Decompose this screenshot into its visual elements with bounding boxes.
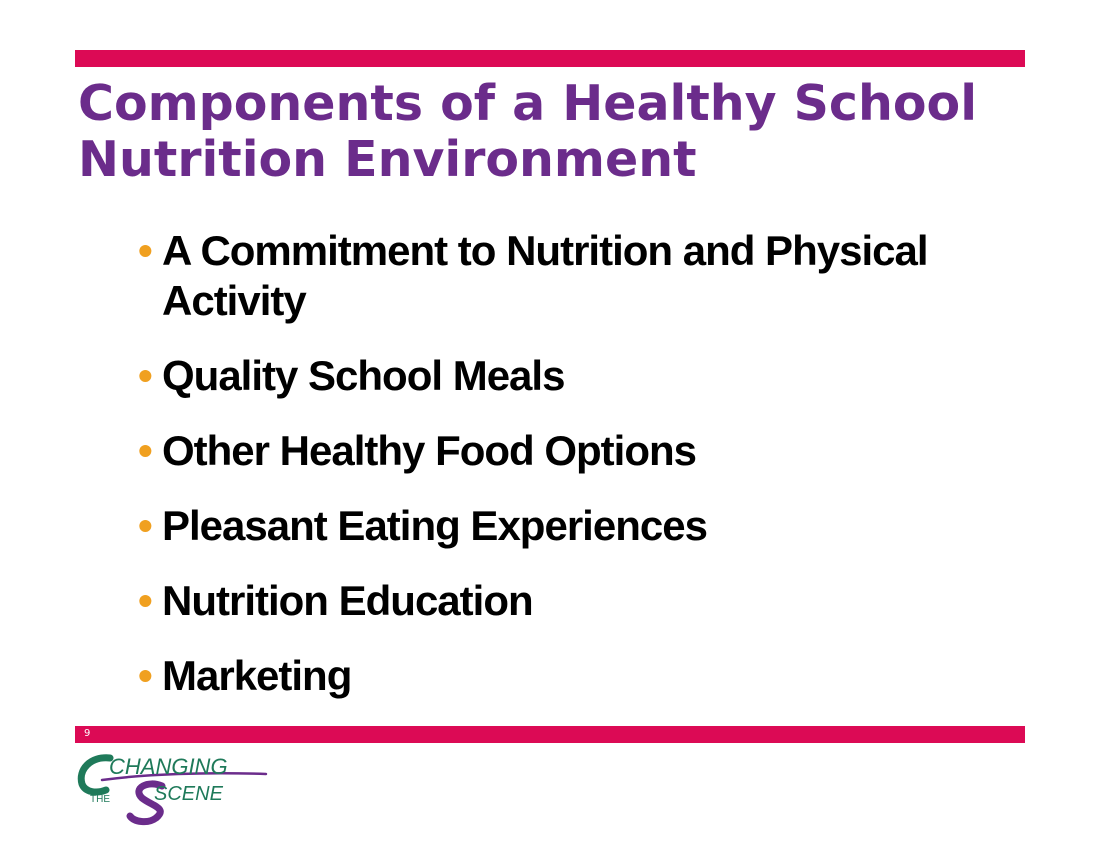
top-accent-bar [75,50,1025,67]
bullet-text: Pleasant Eating Experiences [162,502,708,549]
bullet-list: • A Commitment to Nutrition and Physical… [138,226,958,726]
slide-title: Components of a Healthy School Nutrition… [78,75,977,188]
bullet-icon: • [138,652,153,699]
bullet-text: Other Healthy Food Options [162,427,697,474]
bullet-text: A Commitment to Nutrition and Physical A… [162,227,929,324]
changing-scene-logo: CHANGING THE SCENE [77,754,268,826]
bullet-text: Marketing [162,652,352,699]
bottom-accent-bar: 9 [75,726,1025,743]
logo-text-changing: CHANGING [109,754,228,779]
logo-c-swoosh [77,754,114,796]
logo-text-scene: SCENE [154,783,224,805]
bullet-text: Nutrition Education [162,577,534,624]
bullet-item: • Marketing [138,651,958,701]
bullet-item: • Nutrition Education [138,576,958,626]
bullet-icon: • [138,577,153,624]
bullet-icon: • [138,427,153,474]
bullet-item: • Other Healthy Food Options [138,426,958,476]
bullet-item: • Pleasant Eating Experiences [138,501,958,551]
logo-underline-swoosh [100,772,268,782]
bullet-text: Quality School Meals [162,352,565,399]
bullet-item: • A Commitment to Nutrition and Physical… [138,226,958,326]
bullet-icon: • [138,227,153,274]
bullet-icon: • [138,502,153,549]
page-number: 9 [84,728,91,739]
bullet-icon: • [138,352,153,399]
logo-text-the: THE [90,794,110,805]
bullet-item: • Quality School Meals [138,351,958,401]
logo-s-swoosh [126,780,166,826]
